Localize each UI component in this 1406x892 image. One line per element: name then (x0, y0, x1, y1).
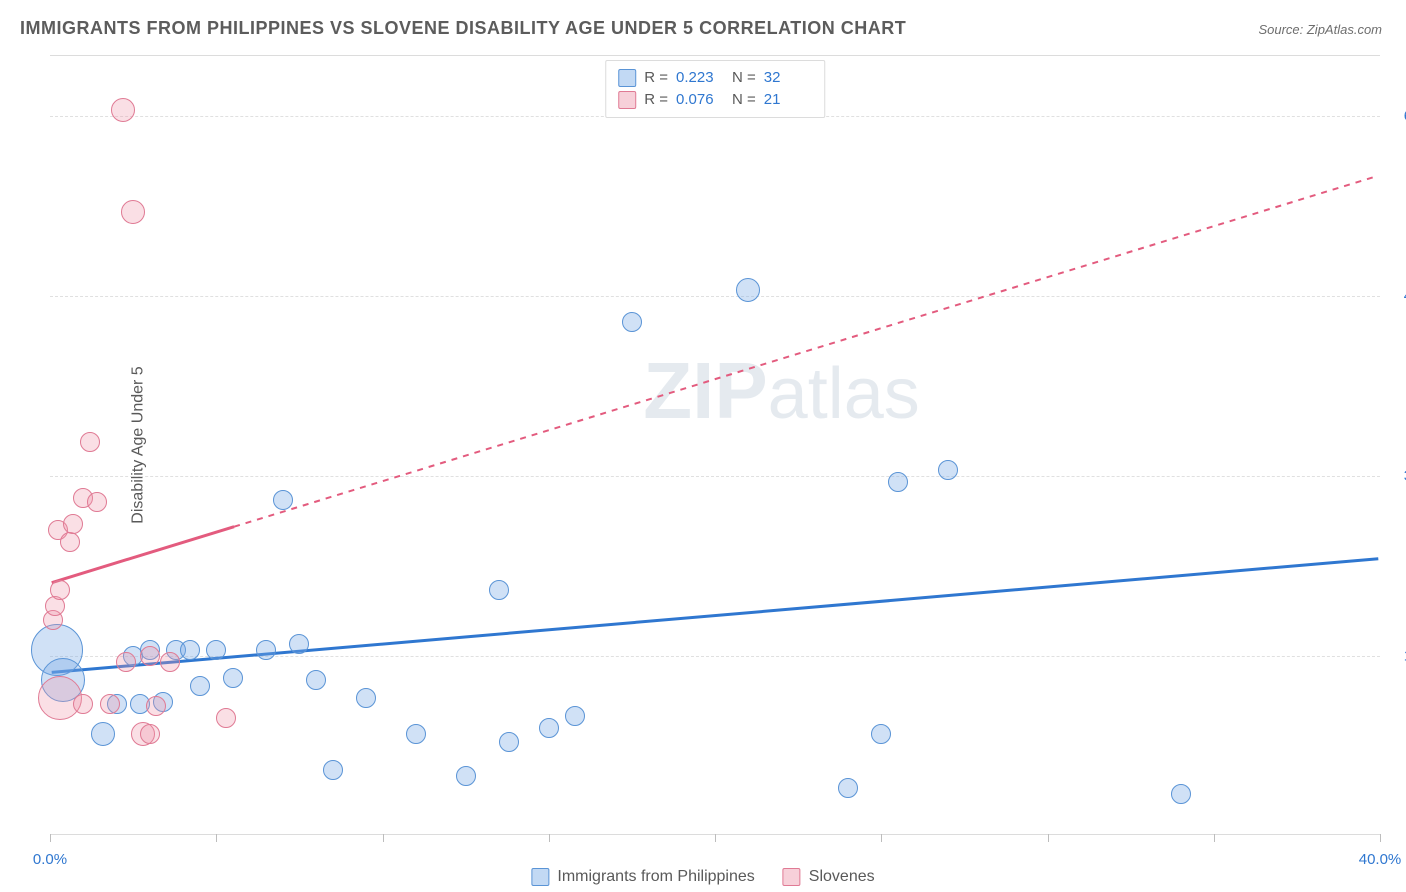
legend-stat-row: R = 0.223 N = 32 (618, 67, 812, 89)
gridline (50, 476, 1380, 477)
data-point-blue (456, 766, 476, 786)
data-point-pink (140, 724, 160, 744)
data-point-blue (871, 724, 891, 744)
x-tick (216, 834, 217, 842)
data-point-pink (50, 580, 70, 600)
chart-title: IMMIGRANTS FROM PHILIPPINES VS SLOVENE D… (20, 18, 906, 39)
data-point-pink (146, 696, 166, 716)
data-point-pink (140, 646, 160, 666)
x-tick (715, 834, 716, 842)
source-credit: Source: ZipAtlas.com (1258, 22, 1382, 37)
x-tick (549, 834, 550, 842)
watermark: ZIPatlas (643, 345, 920, 437)
data-point-blue (223, 668, 243, 688)
data-point-blue (838, 778, 858, 798)
x-tick (1380, 834, 1381, 842)
legend-stats: R = 0.223 N = 32 R = 0.076 N = 21 (605, 60, 825, 118)
trend-line-solid (52, 527, 234, 583)
n-value: 21 (764, 89, 812, 111)
data-point-pink (100, 694, 120, 714)
x-tick (50, 834, 51, 842)
trend-lines (50, 56, 1380, 834)
x-tick-label: 40.0% (1359, 851, 1402, 868)
data-point-blue (289, 634, 309, 654)
data-point-pink (87, 492, 107, 512)
data-point-blue (180, 640, 200, 660)
n-label: N = (732, 89, 756, 111)
swatch-blue-icon (618, 69, 636, 87)
x-tick (1048, 834, 1049, 842)
data-point-blue (938, 460, 958, 480)
legend-label: Slovenes (809, 868, 875, 886)
data-point-pink (216, 708, 236, 728)
plot-area: Disability Age Under 5 1.5%3.0%4.5%6.0% … (50, 55, 1380, 835)
data-point-blue (323, 760, 343, 780)
y-axis-label: Disability Age Under 5 (130, 366, 148, 523)
data-point-blue (489, 580, 509, 600)
x-tick-label: 0.0% (33, 851, 67, 868)
swatch-blue-icon (531, 868, 549, 886)
data-point-blue (206, 640, 226, 660)
data-point-blue (356, 688, 376, 708)
x-tick (881, 834, 882, 842)
swatch-pink-icon (618, 91, 636, 109)
data-point-pink (111, 98, 135, 122)
y-tick-label: 4.5% (1388, 288, 1406, 305)
data-point-blue (565, 706, 585, 726)
r-value: 0.223 (676, 67, 724, 89)
r-label: R = (644, 89, 668, 111)
r-value: 0.076 (676, 89, 724, 111)
trend-line-dashed (234, 176, 1378, 527)
data-point-pink (73, 694, 93, 714)
data-point-blue (190, 676, 210, 696)
watermark-right: atlas (768, 354, 920, 434)
gridline (50, 656, 1380, 657)
legend-item: Slovenes (783, 868, 875, 886)
y-tick-label: 6.0% (1388, 108, 1406, 125)
data-point-blue (622, 312, 642, 332)
data-point-pink (121, 200, 145, 224)
n-label: N = (732, 67, 756, 89)
legend-stat-row: R = 0.076 N = 21 (618, 89, 812, 111)
data-point-pink (60, 532, 80, 552)
y-tick-label: 1.5% (1388, 648, 1406, 665)
data-point-blue (273, 490, 293, 510)
data-point-blue (888, 472, 908, 492)
legend-item: Immigrants from Philippines (531, 868, 754, 886)
r-label: R = (644, 67, 668, 89)
data-point-pink (80, 432, 100, 452)
data-point-blue (736, 278, 760, 302)
data-point-blue (91, 722, 115, 746)
data-point-blue (406, 724, 426, 744)
data-point-blue (499, 732, 519, 752)
y-tick-label: 3.0% (1388, 468, 1406, 485)
data-point-blue (306, 670, 326, 690)
gridline (50, 296, 1380, 297)
watermark-left: ZIP (643, 346, 767, 435)
data-point-pink (63, 514, 83, 534)
data-point-blue (1171, 784, 1191, 804)
data-point-blue (256, 640, 276, 660)
x-tick (383, 834, 384, 842)
legend-label: Immigrants from Philippines (557, 868, 754, 886)
n-value: 32 (764, 67, 812, 89)
data-point-blue (539, 718, 559, 738)
data-point-pink (116, 652, 136, 672)
x-tick (1214, 834, 1215, 842)
legend-series: Immigrants from Philippines Slovenes (531, 868, 874, 886)
data-point-pink (160, 652, 180, 672)
swatch-pink-icon (783, 868, 801, 886)
